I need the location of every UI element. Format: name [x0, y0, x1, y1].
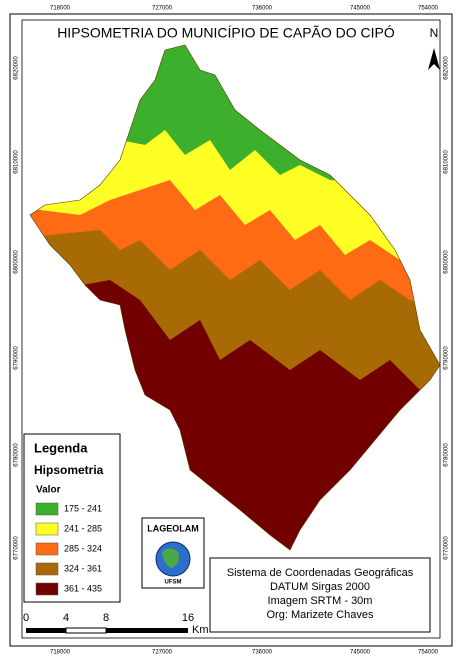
- y-tick-right: 6780000: [444, 443, 450, 467]
- x-tick-top: 718000: [50, 6, 71, 12]
- legend-label: 175 - 241: [64, 503, 102, 513]
- y-tick-left: 6790000: [14, 346, 20, 370]
- y-tick-right: 6810000: [444, 150, 450, 174]
- info-line: Imagem SRTM - 30m: [268, 595, 373, 607]
- y-tick-right: 6820000: [444, 56, 450, 80]
- logo-land: [162, 548, 180, 568]
- logo-name: LAGEOLAM: [147, 523, 199, 533]
- y-tick-right: 6770000: [444, 536, 450, 560]
- north-arrow: [428, 48, 440, 70]
- legend-swatch: [35, 582, 59, 596]
- info-line: Org: Marizete Chaves: [267, 609, 374, 621]
- legend-swatch: [35, 522, 59, 536]
- map-title: HIPSOMETRIA DO MUNICÍPIO DE CAPÃO DO CIP…: [57, 25, 395, 41]
- info-line: DATUM Sirgas 2000: [270, 581, 370, 593]
- y-tick-left: 6820000: [14, 56, 20, 80]
- y-tick-left: 6800000: [14, 250, 20, 274]
- x-tick-top: 745000: [350, 6, 371, 12]
- legend-label: 285 - 324: [64, 543, 102, 553]
- legend-swatch: [35, 542, 59, 556]
- legend-swatch: [35, 562, 59, 576]
- scale-label: 4: [63, 612, 69, 624]
- scale-segment: [26, 628, 66, 633]
- legend: Legenda Hipsometria Valor 175 - 241 241 -…: [23, 433, 121, 603]
- info-line: Sistema de Coordenadas Geográficas: [227, 567, 414, 579]
- legend-box: [23, 433, 121, 603]
- legend-label: 361 - 435: [64, 583, 102, 593]
- info-box: Sistema de Coordenadas Geográficas DATUM …: [209, 557, 431, 633]
- outer-frame: [9, 13, 453, 647]
- x-tick-bottom: 718000: [50, 650, 71, 656]
- logo: LAGEOLAM UFSM: [141, 517, 205, 589]
- boundary: [29, 44, 441, 551]
- x-tick-bottom: 727000: [152, 650, 173, 656]
- scale-label: 0: [23, 612, 29, 624]
- legend-field: Valor: [36, 485, 61, 496]
- scale-segment: [106, 628, 188, 633]
- y-tick-left: 6810000: [14, 150, 20, 174]
- legend-label: 324 - 361: [64, 563, 102, 573]
- legend-title: Legenda: [34, 440, 88, 455]
- y-tick-right: 6790000: [444, 346, 450, 370]
- info-frame: [209, 557, 431, 633]
- legend-subtitle: Hipsometria: [34, 463, 104, 477]
- scale-unit: Km: [192, 624, 209, 636]
- legend-swatch: [35, 502, 59, 516]
- y-tick-right: 6800000: [444, 250, 450, 274]
- scale-label: 8: [103, 612, 109, 624]
- x-tick-top: 727000: [152, 6, 173, 12]
- north-label: N: [430, 26, 439, 40]
- map-frame: [21, 19, 441, 639]
- x-tick-bottom: 745000: [350, 650, 371, 656]
- x-tick-top: 754000: [418, 6, 439, 12]
- scale-segment: [65, 627, 107, 634]
- legend-label: 241 - 285: [64, 523, 102, 533]
- x-tick-bottom: 736000: [252, 650, 273, 656]
- scale-label: 16: [182, 612, 194, 624]
- y-tick-left: 6770000: [14, 536, 20, 560]
- x-tick-top: 736000: [252, 6, 273, 12]
- x-tick-bottom: 754000: [418, 650, 439, 656]
- coordinate-ticks: 718000 718000 727000 727000 736000 736000 7450…: [14, 6, 450, 656]
- y-tick-left: 6780000: [14, 443, 20, 467]
- logo-institution: UFSM: [165, 580, 182, 586]
